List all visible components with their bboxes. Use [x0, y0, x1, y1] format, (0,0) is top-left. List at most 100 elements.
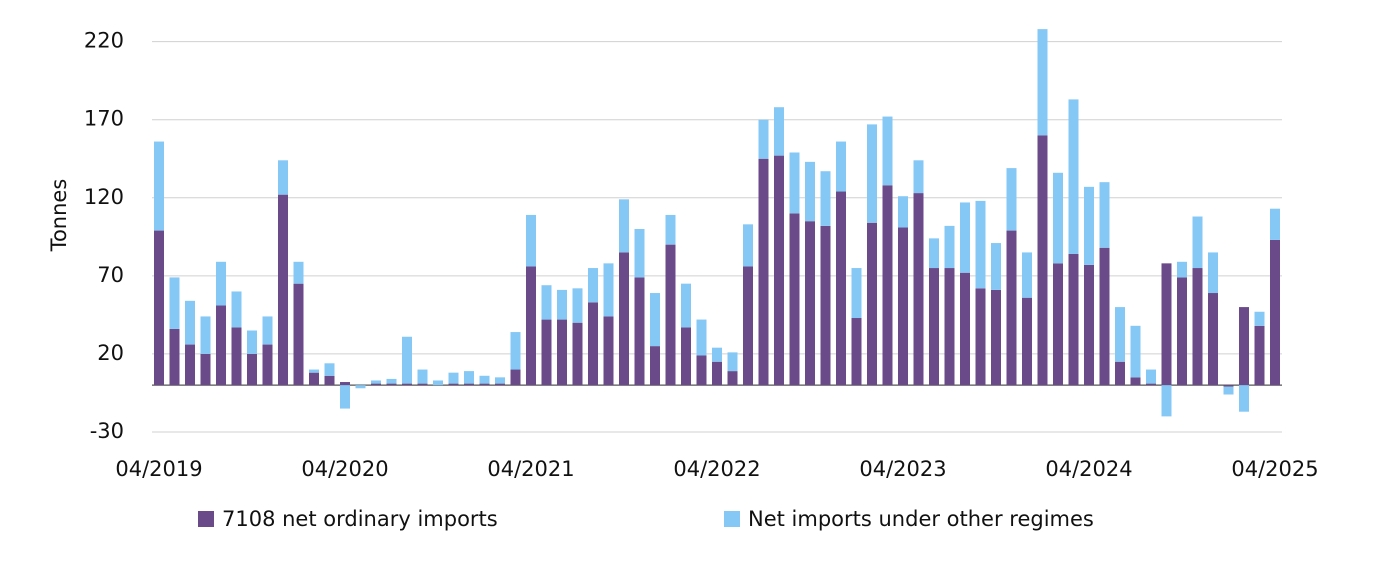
bar — [1223, 386, 1234, 395]
bar — [743, 224, 753, 267]
x-tick-label: 04/2025 — [1231, 457, 1318, 481]
bar — [1022, 252, 1032, 298]
bar — [324, 375, 335, 386]
bar — [743, 266, 753, 386]
bar — [603, 263, 614, 317]
bar — [851, 318, 862, 386]
bar — [991, 243, 1001, 290]
bar — [1146, 383, 1156, 386]
bar — [820, 171, 831, 226]
bar — [836, 141, 846, 192]
bar — [510, 369, 521, 386]
x-tick-label: 04/2019 — [115, 457, 202, 481]
bar — [185, 300, 195, 345]
bar — [231, 327, 242, 386]
bar — [634, 229, 645, 278]
bar — [1084, 264, 1094, 386]
legend-swatch — [198, 511, 214, 527]
bar — [402, 383, 412, 386]
bar — [1115, 307, 1125, 362]
bar — [975, 200, 986, 289]
bar — [619, 252, 629, 386]
bar — [867, 124, 877, 223]
bar — [665, 214, 676, 245]
bar — [1130, 325, 1141, 378]
bar — [417, 383, 428, 386]
bar — [448, 383, 459, 386]
bar — [154, 230, 164, 386]
bar — [216, 305, 226, 386]
bar — [975, 288, 986, 386]
bar — [557, 289, 567, 320]
bar — [247, 330, 257, 354]
bar — [650, 293, 660, 347]
bar — [386, 378, 397, 384]
bar — [572, 322, 583, 386]
bar — [572, 288, 583, 323]
bar — [1270, 239, 1280, 386]
bar — [278, 160, 288, 195]
bar — [231, 291, 242, 328]
bar — [526, 214, 536, 267]
bar — [1208, 293, 1218, 386]
bar — [340, 382, 350, 386]
bar — [479, 383, 490, 386]
bar — [867, 222, 877, 386]
bar — [913, 193, 924, 386]
bar — [510, 332, 521, 370]
bar — [448, 372, 459, 384]
bar — [185, 344, 195, 386]
bar — [464, 383, 474, 386]
legend-label: Net imports under other regimes — [748, 507, 1094, 531]
bar — [1223, 385, 1234, 387]
bar — [820, 225, 831, 386]
bar — [696, 319, 707, 356]
bar — [681, 283, 691, 328]
bar — [309, 369, 319, 373]
bar — [960, 202, 970, 273]
bar — [1006, 168, 1017, 231]
bar — [603, 316, 614, 386]
bar — [1177, 261, 1187, 278]
bar — [1037, 29, 1048, 136]
legend-label: 7108 net ordinary imports — [222, 507, 498, 531]
bar — [541, 319, 552, 386]
bar — [495, 383, 505, 386]
bar — [882, 185, 893, 386]
bar — [262, 316, 273, 345]
bar — [200, 316, 211, 354]
bar — [712, 347, 722, 362]
bar — [262, 344, 273, 386]
bar — [1239, 307, 1249, 386]
y-tick-label: -30 — [90, 419, 124, 443]
x-tick-label: 04/2022 — [673, 457, 760, 481]
bar — [789, 152, 800, 214]
bar — [758, 119, 769, 159]
y-axis-label: Tonnes — [47, 179, 71, 253]
bar — [479, 375, 490, 384]
bar — [929, 238, 939, 269]
bar — [1177, 277, 1187, 386]
bar — [526, 266, 536, 386]
bar — [960, 272, 970, 386]
bar — [665, 244, 676, 386]
bar — [805, 221, 815, 386]
bar — [836, 191, 846, 386]
x-tick-label: 04/2023 — [859, 457, 946, 481]
x-tick-label: 04/2024 — [1045, 457, 1132, 481]
bar — [712, 361, 722, 386]
bar — [1006, 230, 1017, 386]
bar — [944, 225, 955, 269]
x-tick-label: 04/2021 — [487, 457, 574, 481]
bar — [1208, 252, 1218, 294]
bar — [1099, 182, 1110, 248]
legend-swatch — [724, 511, 740, 527]
bar — [247, 353, 257, 386]
bar — [293, 261, 304, 284]
bar — [898, 196, 908, 228]
bar — [634, 277, 645, 386]
bar — [1053, 172, 1063, 264]
bar — [1084, 186, 1094, 265]
bar — [758, 158, 769, 386]
